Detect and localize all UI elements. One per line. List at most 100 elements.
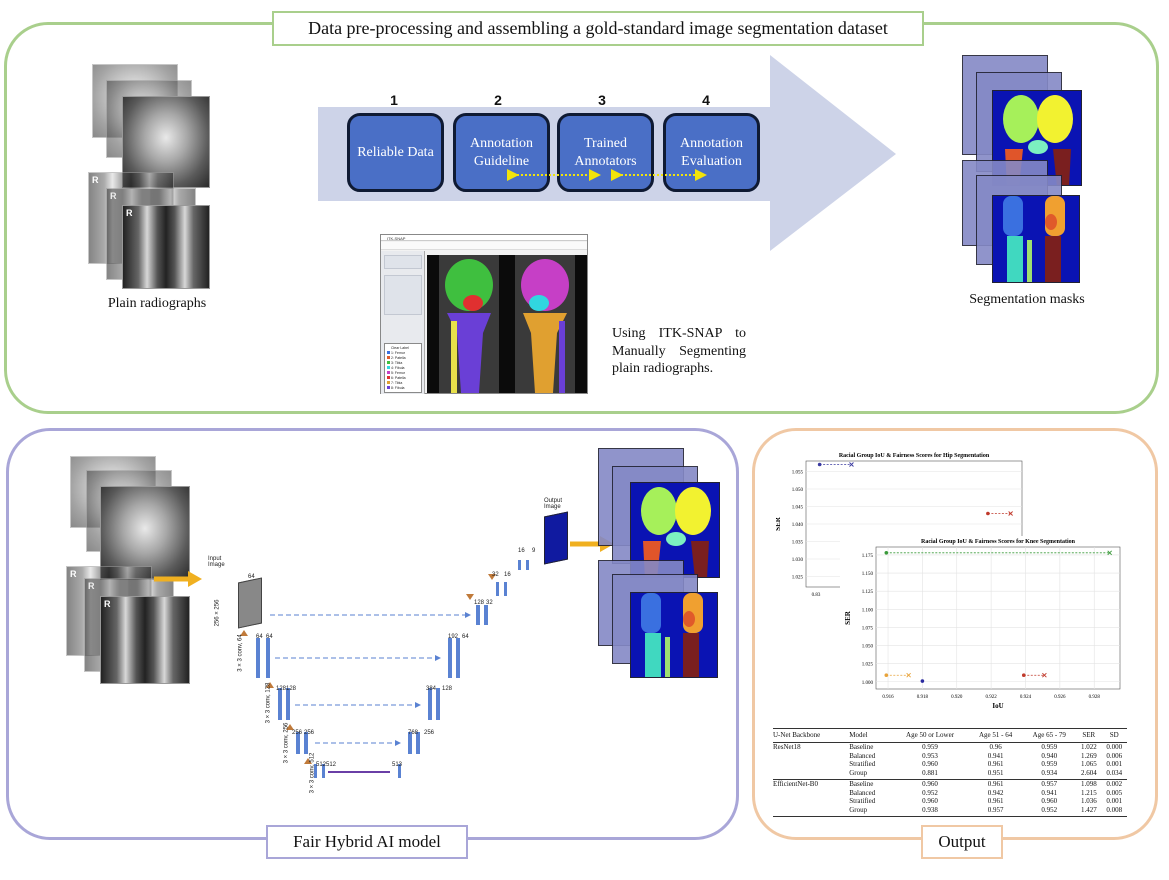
table-cell [773, 797, 849, 806]
itk-label-item[interactable]: 3: Tibia [387, 361, 421, 366]
table-cell: 0.942 [987, 788, 1004, 797]
itk-label-item[interactable]: 8: Fibula [387, 386, 421, 391]
itk-label-swatch [387, 386, 390, 389]
table-cell: 0.953 [922, 751, 938, 760]
itk-label-item[interactable]: 6: Patella [387, 376, 421, 381]
x-tick-label: 0.918 [917, 695, 929, 700]
table-cell: 1.036 [1080, 797, 1097, 806]
x-axis-label: IoU [992, 702, 1003, 710]
table-cell: 0.960 [922, 760, 938, 769]
table-cell: 0.961 [987, 760, 1004, 769]
y-tick-label: 1.045 [792, 506, 804, 511]
table-cell: 0.008 [1101, 806, 1127, 817]
itk-titlebar: ITK-SNAP [381, 235, 587, 241]
unet-channel-label: 64 [256, 634, 263, 640]
table-cell: 0.960 [922, 779, 938, 788]
y-tick-label: 1.150 [862, 572, 874, 577]
itk-label-text: 3: Tibia [391, 361, 403, 365]
step-4-number: 4 [702, 92, 710, 108]
table-cell: 0.006 [1106, 751, 1123, 760]
table-cell: 1.065 [1080, 760, 1097, 769]
itk-label-text: 2: Patella [391, 356, 406, 360]
y-tick-label: 1.050 [792, 488, 804, 493]
table-row: Stratified 0.960 0.961 0.959 1.065 0.001 [773, 760, 1127, 769]
table-header-cell: SD [1101, 728, 1127, 743]
table-row: EfficientNet-B0 Baseline 0.960 0.961 0.957 1.… [773, 779, 1127, 788]
itk-label-item[interactable]: 4: Fibula [387, 366, 421, 371]
table-header-cell: Age 65 - 79 [1022, 728, 1077, 743]
table-cell: 0.005 [1106, 788, 1123, 797]
table-cell: 0.952 [922, 788, 938, 797]
table-header-cell: SER [1076, 728, 1102, 743]
y-tick-label: 1.050 [862, 645, 874, 650]
itk-label-item[interactable]: 1: Femur [387, 351, 421, 356]
table-cell [773, 806, 850, 817]
table-cell: 0.96 [989, 742, 1002, 751]
itk-label-item[interactable]: 7: Tibia [387, 381, 421, 386]
model-title: Fair Hybrid AI model [266, 825, 468, 859]
table-cell: 0.951 [968, 769, 1023, 780]
x-tick-label: 0.922 [986, 695, 998, 700]
conv-label: 3 × 3 conv, 64 [237, 634, 244, 672]
table-header-cell: Age 50 or Lower [891, 728, 969, 743]
xray-r-marker: R [104, 599, 111, 609]
table-row: Group 0.881 0.951 0.934 2.604 0.034 [773, 769, 1127, 780]
table-cell: 0.001 [1106, 760, 1123, 769]
table-cell: 1.022 [1080, 742, 1097, 751]
table-cell: Baseline [849, 779, 874, 788]
table-row: Stratified 0.960 0.961 0.960 1.036 0.001 [773, 797, 1127, 806]
data-point [884, 673, 889, 678]
unet-channel-label: 192 [448, 634, 459, 640]
table-cell: Baseline [849, 742, 874, 751]
data-point [986, 511, 990, 516]
itk-label-text: Clear Label [391, 346, 409, 350]
unet-channel-label: 16 [518, 548, 525, 554]
unet-channel-label: 384 [426, 686, 437, 692]
mask-knee-front [992, 195, 1080, 283]
input-radiograph-knee-front: R [100, 596, 190, 684]
step-2-number: 2 [494, 92, 502, 108]
itk-label-item[interactable]: 2: Patella [387, 356, 421, 361]
step-1-number: 1 [390, 92, 398, 108]
table-cell: 0.957 [968, 806, 1023, 817]
unet-channel-label: 256 [424, 730, 435, 736]
table-cell: 1.269 [1080, 751, 1097, 760]
itk-label-list: Clear Label 1: Femur 2: Patella 3: Tibia 4: … [384, 343, 422, 393]
table-cell: 0.934 [1022, 769, 1077, 780]
table-row: Balanced 0.953 0.941 0.940 1.269 0.006 [773, 752, 1127, 761]
data-point [920, 679, 925, 683]
itk-label-item[interactable]: Clear Label [387, 346, 421, 351]
data-point [1107, 550, 1113, 556]
y-tick-label: 1.035 [792, 541, 804, 546]
itk-label-item[interactable]: 5: Femur [387, 371, 421, 376]
itk-image-view [427, 255, 587, 393]
table-cell: 0.959 [1041, 742, 1058, 751]
unet-channel-label: 128 [276, 686, 287, 692]
segmentation-masks-caption: Segmentation masks [969, 292, 1085, 307]
itk-sidebar: Clear Label 1: Femur 2: Patella 3: Tibia 4: … [381, 251, 425, 394]
itk-label-swatch [387, 376, 390, 379]
xray-r-marker: R [70, 569, 77, 579]
unet-channel-label: 513 [392, 762, 403, 768]
unet-channel-label: 512 [326, 762, 337, 768]
table-cell [773, 769, 850, 780]
itk-label-text: 7: Tibia [391, 381, 403, 385]
table-cell [773, 752, 849, 761]
x-tick-label: 0.928 [1089, 695, 1101, 700]
table-cell: 2.604 [1076, 769, 1102, 780]
unet-channel-label: 256 [304, 730, 315, 736]
y-tick-label: 1.175 [862, 554, 874, 559]
table-cell: 1.215 [1080, 788, 1097, 797]
xray-r-marker: R [88, 581, 95, 591]
table-row: Group 0.938 0.957 0.952 1.427 0.008 [773, 806, 1127, 817]
plain-radiographs-caption: Plain radiographs [107, 296, 207, 311]
data-point [1008, 511, 1013, 516]
table-cell: 0.000 [1106, 742, 1123, 751]
table-cell: Balanced [849, 788, 876, 797]
data-point [884, 550, 889, 555]
y-tick-label: 1.100 [862, 608, 874, 613]
table-cell: 0.034 [1101, 769, 1127, 780]
itk-label-swatch [387, 366, 390, 369]
unet-channel-label: 64 [462, 634, 469, 640]
step-3-number: 3 [598, 92, 606, 108]
